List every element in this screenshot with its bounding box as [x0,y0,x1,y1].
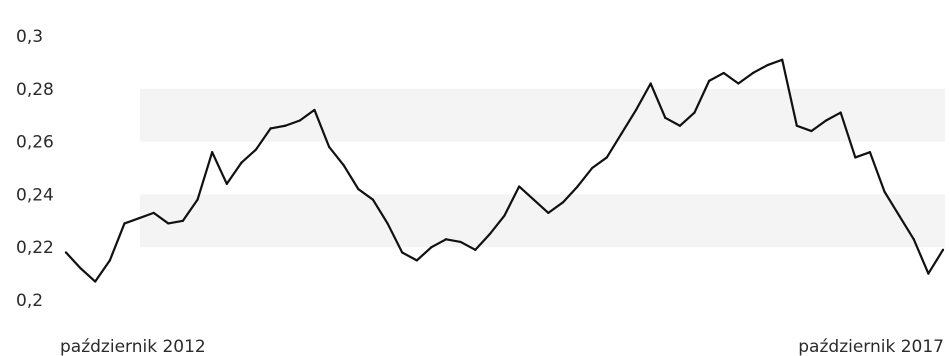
grid-band [140,88,945,142]
data-point [401,251,404,254]
data-point [64,251,68,254]
y-tick-label: 0,2 [16,291,43,311]
data-point [766,63,769,67]
data-point [269,127,272,130]
data-point [883,190,886,193]
x-axis: październik 2012 październik 2017 [60,337,944,356]
data-point [284,124,287,127]
data-point [415,259,418,262]
data-point [678,124,682,127]
data-point [137,217,141,220]
data-point [605,156,608,159]
data-point [371,198,375,201]
data-point [386,222,389,225]
data-point [839,111,842,114]
data-point [912,238,915,241]
data-point [620,132,623,135]
data-point [751,71,755,75]
data-point [927,272,930,275]
data-point [167,222,170,225]
data-point [342,164,345,167]
data-point [810,129,813,133]
data-point [430,246,433,249]
data-point [664,116,667,119]
data-point [898,214,901,217]
data-point [79,267,82,270]
data-point [444,238,448,241]
y-tick-label: 0,24 [16,185,54,205]
data-point [708,79,711,82]
data-point [488,232,491,236]
data-point [298,119,301,122]
data-point [181,219,185,222]
data-point [591,166,594,170]
data-point [225,182,228,185]
data-point [313,108,316,112]
y-tick-label: 0,22 [16,238,54,258]
x-tick-label: październik 2012 [60,337,206,356]
data-point [328,145,331,148]
data-point [854,156,857,159]
data-point [94,280,97,283]
data-point [941,248,945,251]
y-axis: 0,2 0,22 0,24 0,26 0,28 0,3 [16,27,54,311]
data-point [868,151,872,154]
data-point [196,198,199,201]
data-point [532,198,535,201]
grid-band [140,194,945,248]
y-tick-label: 0,3 [16,27,43,47]
y-tick-label: 0,28 [16,80,54,100]
data-point [123,222,126,225]
data-point [737,82,740,85]
y-tick-label: 0,26 [16,133,54,153]
data-point [649,82,652,85]
data-point [357,188,360,191]
data-point [547,211,550,214]
data-point [722,71,725,75]
data-point [518,185,521,188]
grid-bands [140,88,945,248]
data-point [693,111,696,114]
data-point [474,248,477,251]
data-point [781,58,784,61]
data-point [634,108,638,112]
data-point [824,119,828,122]
data-point [795,124,798,127]
data-point [254,148,258,151]
data-point [108,259,111,262]
data-point [240,161,243,164]
data-point [211,151,214,154]
data-point [576,185,579,188]
data-point [503,214,506,217]
data-point [152,211,155,214]
data-point [459,240,462,244]
series-group [64,58,945,283]
x-tick-label: październik 2017 [798,337,944,356]
data-point [561,201,565,204]
